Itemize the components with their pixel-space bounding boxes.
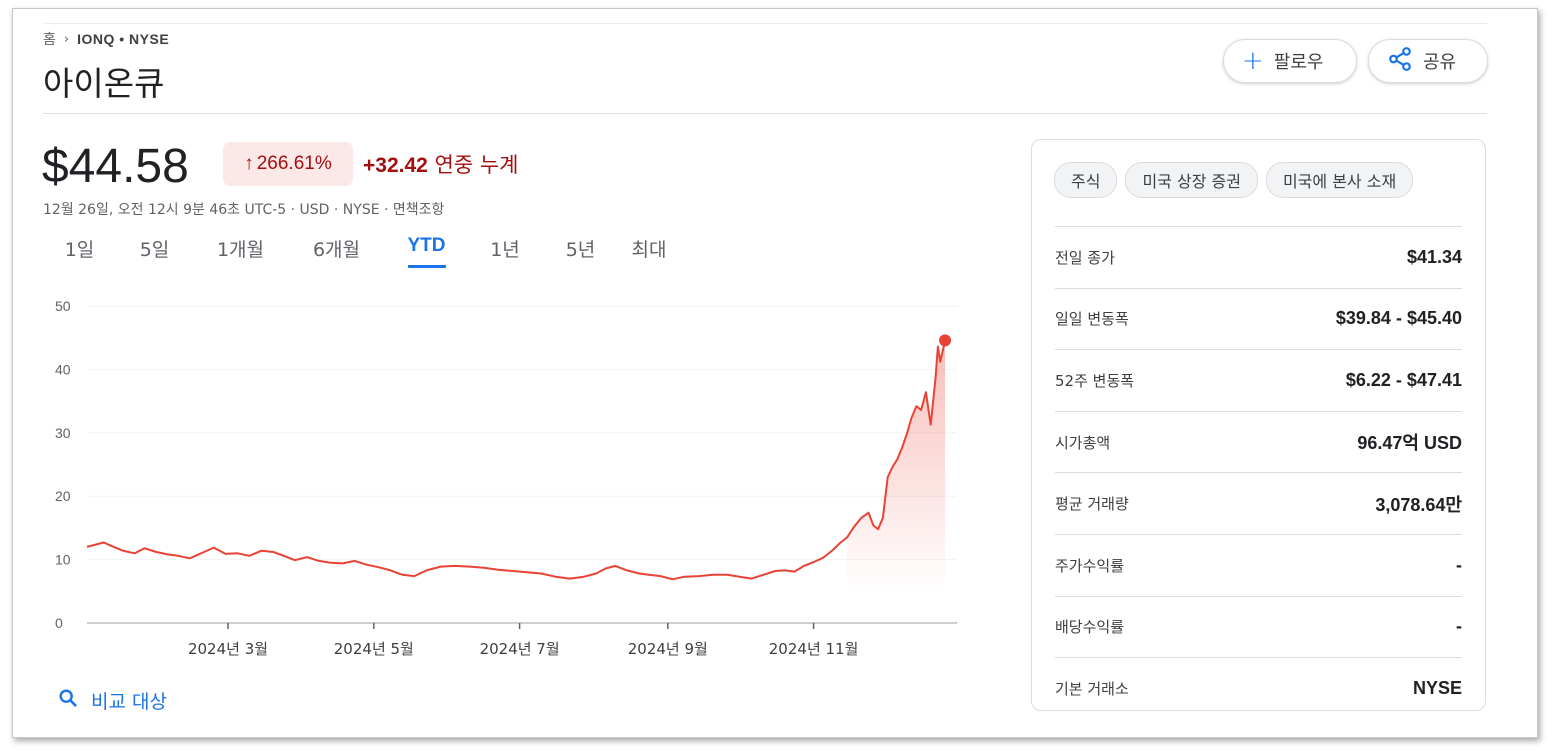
- stat-row: 52주 변동폭 $6.22 - $47.41: [1055, 349, 1462, 411]
- category-chip[interactable]: 미국 상장 증권: [1125, 162, 1258, 198]
- stat-label: 52주 변동폭: [1055, 371, 1135, 390]
- percent-change: 266.61%: [256, 153, 332, 174]
- header-divider: [43, 113, 1487, 114]
- stat-value: $39.84 - $45.40: [1335, 308, 1462, 329]
- window-frame: 홈 › IONQ • NYSE 아이온큐 + 팔로우 공유 $44.58 ↑ 2…: [12, 8, 1538, 738]
- search-icon: [57, 687, 79, 714]
- tab-label: 1년: [490, 239, 520, 261]
- price-line: [86, 340, 946, 581]
- tab-label: 6개월: [312, 239, 361, 261]
- stat-row: 시가총액 96.47억 USD: [1055, 410, 1462, 473]
- y-tick-label: 40: [55, 361, 71, 377]
- tab-label: 1개월: [216, 239, 265, 261]
- chart-area-fill: [847, 340, 946, 592]
- stat-row: 배당수익률 -: [1055, 595, 1462, 658]
- tab-8[interactable]: 최대: [619, 235, 679, 268]
- page-title: 아이온큐: [43, 64, 165, 103]
- x-tick-label: 2024년 11월: [769, 640, 859, 658]
- stat-row: 일일 변동폭 $39.84 - $45.40: [1055, 287, 1462, 350]
- tab-5[interactable]: YTD: [385, 235, 468, 268]
- stat-value: 96.47억 USD: [1357, 433, 1462, 454]
- tab-label: YTD: [407, 235, 446, 268]
- stat-row: 주가수익률 -: [1055, 533, 1462, 596]
- stat-row: 전일 종가 $41.34: [1055, 226, 1462, 288]
- breadcrumb-home[interactable]: 홈: [43, 32, 56, 48]
- tab-1[interactable]: 1일: [43, 235, 116, 268]
- share-icon: [1387, 46, 1413, 77]
- follow-button[interactable]: + 팔로우: [1223, 39, 1357, 83]
- y-tick-label: 0: [55, 615, 63, 631]
- category-chip[interactable]: 주식: [1054, 162, 1118, 198]
- y-tick-label: 30: [55, 425, 71, 441]
- tab-6[interactable]: 1년: [468, 235, 542, 268]
- stat-label: 일일 변동폭: [1055, 310, 1129, 329]
- stat-value: -: [1456, 554, 1462, 575]
- range-tabs: 1일 5일 1개월 6개월 YTD 1년 5년 최대: [43, 235, 679, 268]
- tab-label: 1일: [64, 239, 95, 261]
- share-label: 공유: [1423, 52, 1457, 73]
- plus-icon: +: [1242, 46, 1264, 76]
- price-change-period: 연중 누계: [434, 153, 519, 177]
- x-tick-label: 2024년 7월: [480, 640, 560, 658]
- stat-row: 평균 거래량 3,078.64만: [1055, 472, 1462, 534]
- y-tick-label: 10: [55, 552, 71, 568]
- chevron-right-icon: ›: [63, 31, 70, 47]
- top-separator: [43, 23, 1487, 24]
- stat-label: 배당수익률: [1055, 618, 1125, 637]
- tab-7[interactable]: 5년: [542, 235, 619, 268]
- x-tick-label: 2024년 3월: [188, 640, 268, 658]
- compare-button[interactable]: 비교 대상: [57, 687, 167, 714]
- compare-label: 비교 대상: [91, 691, 167, 713]
- y-tick-label: 50: [55, 298, 71, 314]
- category-chip[interactable]: 미국에 본사 소재: [1265, 162, 1414, 198]
- stat-row: 기본 거래소 NYSE: [1055, 657, 1462, 719]
- tab-3[interactable]: 1개월: [193, 235, 288, 268]
- stat-value: $41.34: [1406, 246, 1462, 267]
- stat-label: 주가수익률: [1055, 556, 1125, 575]
- stat-value: -: [1456, 616, 1462, 637]
- quote-meta: 12월 26일, 오전 12시 9분 46초 UTC-5 · USD · NYS…: [43, 202, 445, 218]
- category-chips: 주식 미국 상장 증권 미국에 본사 소재: [1054, 162, 1414, 198]
- last-price-point: [939, 334, 952, 347]
- x-tick-label: 2024년 5월: [334, 640, 414, 658]
- y-tick-label: 20: [55, 488, 71, 504]
- arrow-up-icon: ↑: [244, 153, 254, 174]
- stat-value: NYSE: [1412, 677, 1462, 698]
- x-tick-label: 2024년 9월: [628, 640, 708, 658]
- stat-label: 시가총액: [1055, 433, 1111, 452]
- price-change: +32.42 연중 누계: [363, 149, 518, 179]
- tab-label: 5년: [565, 239, 596, 261]
- stats-list: 전일 종가 $41.34 일일 변동폭 $39.84 - $45.40 52주 변동폭 $…: [1055, 226, 1462, 719]
- price-change-value: +32.42: [363, 154, 428, 177]
- follow-label: 팔로우: [1273, 52, 1324, 73]
- price-chart[interactable]: 0 10 20 30 40 50 2024년 3월 2024년 5월 2024년 7월 2024년…: [43, 289, 983, 679]
- tab-label: 최대: [631, 239, 667, 261]
- breadcrumb-ticker: IONQ • NYSE: [77, 31, 170, 47]
- percent-change-badge: ↑ 266.61%: [223, 142, 353, 186]
- tab-4[interactable]: 6개월: [288, 235, 385, 268]
- tab-2[interactable]: 5일: [116, 235, 193, 268]
- stat-label: 전일 종가: [1055, 248, 1115, 267]
- stat-value: 3,078.64만: [1375, 494, 1462, 515]
- current-price: $44.58: [42, 140, 189, 193]
- share-button[interactable]: 공유: [1368, 39, 1488, 83]
- stat-value: $6.22 - $47.41: [1345, 369, 1462, 390]
- tab-label: 5일: [139, 239, 170, 261]
- stat-label: 평균 거래량: [1055, 495, 1129, 514]
- breadcrumb: 홈 › IONQ • NYSE: [43, 29, 169, 49]
- stats-panel: 주식 미국 상장 증권 미국에 본사 소재 전일 종가 $41.34 일일 변동폭 $39…: [1031, 139, 1486, 711]
- stat-label: 기본 거래소: [1055, 679, 1129, 698]
